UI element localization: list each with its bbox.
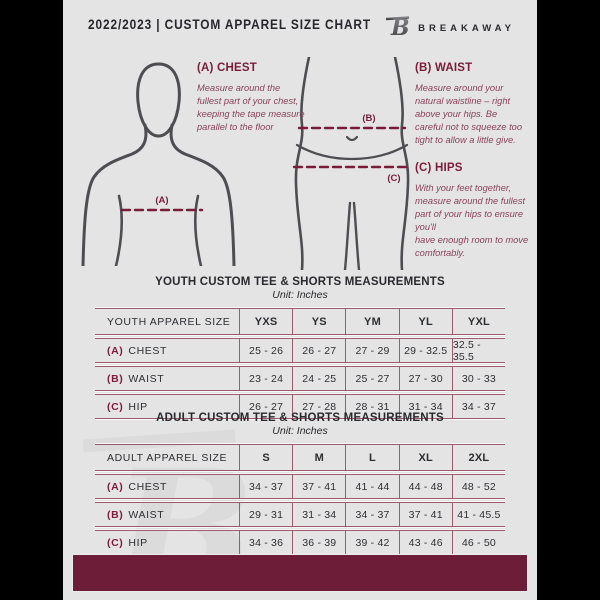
brand-lockup: B BREAKAWAY [385,13,515,43]
adult-table-title: ADULT CUSTOM TEE & SHORTS MEASUREMENTS [156,412,444,424]
size-chart-document: 2022/2023 | CUSTOM APPAREL SIZE CHART B … [63,0,537,600]
youth-waist-value: 23 - 24 [239,367,292,390]
waist-guide-heading: (B) WAIST [415,62,473,74]
adult-size-m: M [292,445,345,470]
youth-table-header-row: YOUTH APPAREL SIZE YXS YS YM YL YXL [95,308,505,335]
hips-guide: (C) HIPS With your feet together, measur… [415,162,529,260]
table-row: (A) CHEST 25 - 26 26 - 27 27 - 29 29 - 32… [95,338,505,363]
adult-hip-label: (C) HIP [107,536,148,549]
torso-diagram: (A) [78,58,240,271]
adult-size-s: S [239,445,292,470]
table-row: (C) HIP 34 - 36 36 - 39 39 - 42 43 - 46 4… [95,530,505,555]
hip-curve [295,143,409,161]
hips-marker-label: (C) [387,173,400,184]
youth-hip-value: 31 - 34 [398,395,452,418]
table-row: (A) CHEST 34 - 37 37 - 41 41 - 44 44 - 48… [95,474,505,499]
adult-waist-value: 29 - 31 [239,503,292,526]
table-row: (C) HIP 26 - 27 27 - 28 28 - 31 31 - 34 3… [95,394,505,419]
waist-guide: (B) WAIST Measure around your natural wa… [415,62,527,147]
youth-size-yxl: YXL [451,309,505,334]
left-shoulder-arm [81,123,148,268]
chest-guide-description: Measure around the fullest part of your … [197,83,305,133]
adult-chest-value: 34 - 37 [239,475,292,498]
right-inner-arm [194,194,203,268]
adult-hip-value: 36 - 39 [292,531,345,554]
youth-hip-label: (C) HIP [107,400,148,413]
youth-waist-value: 24 - 25 [292,367,345,390]
right-inner-leg [352,201,361,272]
adult-waist-value: 41 - 45.5 [451,503,505,526]
youth-section: YOUTH CUSTOM TEE & SHORTS MEASUREMENTS U… [95,276,505,422]
youth-table-unit: Unit: Inches [272,289,328,301]
adult-size-2xl: 2XL [451,445,505,470]
right-side-outline [393,55,410,272]
head-outline [136,62,181,138]
left-side-outline [294,55,311,272]
youth-size-table: YOUTH APPAREL SIZE YXS YS YM YL YXL (A) C… [95,308,505,419]
youth-chest-label: (A) CHEST [107,344,167,357]
youth-chest-value: 25 - 26 [239,339,292,362]
youth-table-title: YOUTH CUSTOM TEE & SHORTS MEASUREMENTS [155,276,445,288]
youth-hip-value: 26 - 27 [239,395,292,418]
youth-hip-value: 27 - 28 [292,395,345,418]
svg-text:B: B [390,15,410,38]
adult-waist-label: (B) WAIST [107,508,165,521]
left-inner-arm [114,194,123,268]
adult-table-unit: Unit: Inches [272,425,328,437]
waist-guide-description: Measure around your natural waistline – … [415,83,522,146]
youth-header-label: YOUTH APPAREL SIZE [107,315,231,328]
adult-hip-value: 34 - 36 [239,531,292,554]
youth-hip-value: 34 - 37 [451,395,505,418]
youth-waist-label: (B) WAIST [107,372,165,385]
chest-guide: (A) CHEST Measure around the fullest par… [197,62,305,134]
youth-chest-value: 27 - 29 [345,339,398,362]
brand-name: BREAKAWAY [418,22,515,34]
left-inner-leg [343,201,352,272]
page-title: 2022/2023 | CUSTOM APPAREL SIZE CHART [88,17,372,32]
adult-hip-value: 46 - 50 [451,531,505,554]
adult-waist-value: 31 - 34 [292,503,345,526]
adult-section: ADULT CUSTOM TEE & SHORTS MEASUREMENTS U… [95,412,505,558]
adult-size-xl: XL [398,445,452,470]
hips-guide-description: With your feet together, measure around … [415,183,529,259]
youth-size-ys: YS [292,309,345,334]
footer-accent-bar [72,554,528,592]
hips-diagram: (B) (C) [291,55,413,275]
adult-chest-value: 44 - 48 [398,475,452,498]
chest-marker-label: (A) [155,195,168,206]
waist-marker-label: (B) [362,113,375,124]
adult-chest-label: (A) CHEST [107,480,167,493]
adult-waist-value: 37 - 41 [398,503,452,526]
youth-size-yxs: YXS [239,309,292,334]
youth-chest-value: 26 - 27 [292,339,345,362]
table-row: (B) WAIST 29 - 31 31 - 34 34 - 37 37 - 41… [95,502,505,527]
chest-guide-heading: (A) CHEST [197,62,257,74]
youth-hip-value: 28 - 31 [345,395,398,418]
adult-chest-value: 48 - 52 [451,475,505,498]
navel-mark [345,135,359,142]
youth-waist-value: 25 - 27 [345,367,398,390]
youth-size-yl: YL [398,309,452,334]
youth-chest-value: 32.5 - 35.5 [451,339,505,363]
adult-chest-value: 41 - 44 [345,475,398,498]
youth-waist-value: 30 - 33 [451,367,505,390]
table-row: (B) WAIST 23 - 24 24 - 25 25 - 27 27 - 30… [95,366,505,391]
youth-waist-value: 27 - 30 [398,367,452,390]
adult-header-label: ADULT APPAREL SIZE [107,451,228,464]
adult-hip-value: 39 - 42 [345,531,398,554]
adult-size-table: ADULT APPAREL SIZE S M L XL 2XL (A) CHEST… [95,444,505,555]
hips-guide-heading: (C) HIPS [415,162,463,174]
right-shoulder-arm [169,123,236,268]
youth-chest-value: 29 - 32.5 [398,339,452,362]
breakaway-logo-icon: B [385,13,411,43]
adult-hip-value: 43 - 46 [398,531,452,554]
adult-chest-value: 37 - 41 [292,475,345,498]
youth-size-ym: YM [345,309,398,334]
adult-size-l: L [345,445,398,470]
adult-table-header-row: ADULT APPAREL SIZE S M L XL 2XL [95,444,505,471]
adult-waist-value: 34 - 37 [345,503,398,526]
